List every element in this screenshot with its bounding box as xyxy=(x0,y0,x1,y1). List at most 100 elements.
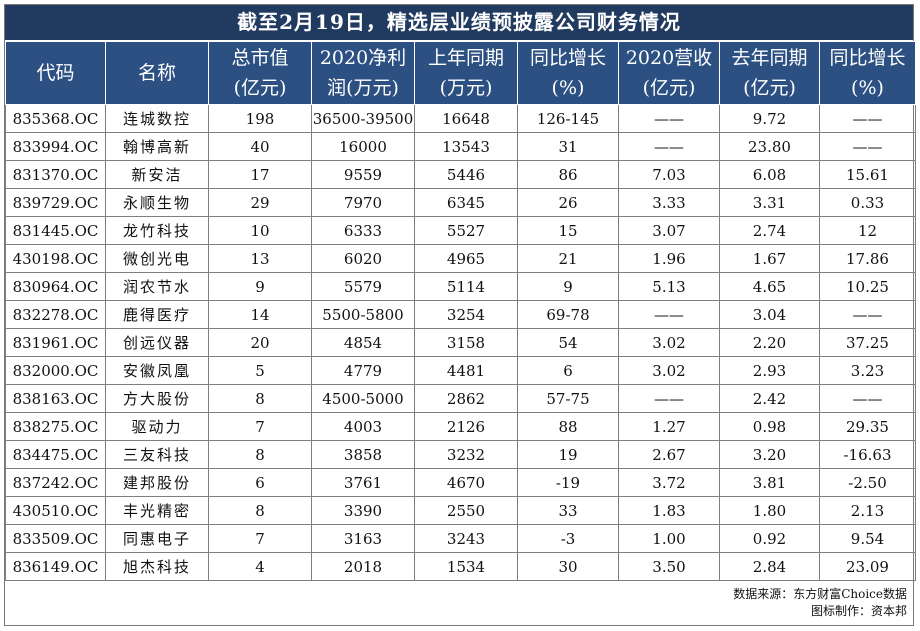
cell-code: 839729.OC xyxy=(5,188,106,217)
cell-net-profit-2020: 16000 xyxy=(311,132,415,161)
cell-market-cap: 14 xyxy=(208,300,312,329)
cell-net-profit-2020: 5500-5800 xyxy=(311,300,415,329)
column-header-line: (亿元) xyxy=(743,77,796,99)
cell-code: 831961.OC xyxy=(5,328,106,357)
cell-net-profit-2020: 5579 xyxy=(311,272,415,301)
cell-net-profit-2020: 36500-39500 xyxy=(311,104,415,133)
cell-revenue-prior-year: 2.20 xyxy=(719,328,820,357)
cell-market-cap: 6 xyxy=(208,468,312,497)
cell-net-profit-2020: 6020 xyxy=(311,244,415,273)
column-header-line: 2020净利 xyxy=(319,47,407,69)
cell-revenue-prior-year: 3.31 xyxy=(719,188,820,217)
cell-revenue-2020: 1.96 xyxy=(618,244,720,273)
table-row: 837242.OC 建邦股份 6 3761 4670 -19 3.72 3.81 -2.50 xyxy=(5,468,916,497)
cell-revenue-growth: -2.50 xyxy=(819,468,916,497)
cell-code: 832000.OC xyxy=(5,356,106,385)
cell-revenue-2020: 3.02 xyxy=(618,356,720,385)
financial-table: 代码 名称 总市值 (亿元) 2020净利 润(万元) 上年同期 (万元) 同比增长 (%) 202… xyxy=(5,41,916,581)
cell-net-profit-2020: 2018 xyxy=(311,552,415,581)
cell-revenue-prior-year: 3.20 xyxy=(719,440,820,469)
column-header-line: (%) xyxy=(851,77,884,99)
cell-net-profit-2020: 3858 xyxy=(311,440,415,469)
column-header-line: (亿元) xyxy=(233,77,287,99)
cell-name: 方大股份 xyxy=(105,384,209,413)
cell-profit-growth: 26 xyxy=(517,188,619,217)
cell-profit-growth: -3 xyxy=(517,524,619,553)
cell-name: 旭杰科技 xyxy=(105,552,209,581)
cell-code: 831445.OC xyxy=(5,216,106,245)
cell-revenue-growth: 17.86 xyxy=(819,244,916,273)
table-card: 截至2月19日，精选层业绩预披露公司财务情况 代码 名称 总市值 (亿元) 2020净利… xyxy=(4,4,916,626)
cell-revenue-growth: —— xyxy=(819,384,916,413)
cell-profit-growth: 69-78 xyxy=(517,300,619,329)
table-title: 截至2月19日，精选层业绩预披露公司财务情况 xyxy=(5,5,913,41)
column-header-code: 代码 xyxy=(5,41,106,105)
cell-market-cap: 20 xyxy=(208,328,312,357)
table-row: 833994.OC 翰博高新 40 16000 13543 31 —— 23.80 —— xyxy=(5,132,916,161)
cell-profit-growth: 88 xyxy=(517,412,619,441)
cell-code: 838163.OC xyxy=(5,384,106,413)
cell-net-profit-2020: 3761 xyxy=(311,468,415,497)
table-row: 838163.OC 方大股份 8 4500-5000 2862 57-75 —— 2.42 —— xyxy=(5,384,916,413)
cell-net-profit-2020: 4003 xyxy=(311,412,415,441)
cell-revenue-growth: —— xyxy=(819,132,916,161)
column-header-line: 代码 xyxy=(36,62,75,84)
cell-revenue-growth: 15.61 xyxy=(819,160,916,189)
cell-profit-growth: 54 xyxy=(517,328,619,357)
column-header-line: 同比增长 xyxy=(529,47,606,69)
header-row: 代码 名称 总市值 (亿元) 2020净利 润(万元) 上年同期 (万元) 同比增长 (%) 202… xyxy=(5,41,916,105)
cell-profit-prior-year: 2126 xyxy=(414,412,518,441)
cell-code: 430510.OC xyxy=(5,496,106,525)
cell-profit-prior-year: 1534 xyxy=(414,552,518,581)
cell-profit-prior-year: 3254 xyxy=(414,300,518,329)
cell-revenue-prior-year: 0.98 xyxy=(719,412,820,441)
cell-revenue-2020: —— xyxy=(618,384,720,413)
cell-profit-growth: 30 xyxy=(517,552,619,581)
cell-name: 丰光精密 xyxy=(105,496,209,525)
cell-revenue-2020: —— xyxy=(618,300,720,329)
table-row: 430198.OC 微创光电 13 6020 4965 21 1.96 1.67 17.86 xyxy=(5,244,916,273)
table-body: 835368.OC 连城数控 198 36500-39500 16648 126-145—… xyxy=(5,104,916,581)
cell-revenue-prior-year: 4.65 xyxy=(719,272,820,301)
cell-revenue-2020: 1.27 xyxy=(618,412,720,441)
cell-market-cap: 7 xyxy=(208,412,312,441)
cell-revenue-prior-year: 3.04 xyxy=(719,300,820,329)
column-header-line: 润(万元) xyxy=(327,77,399,99)
cell-revenue-prior-year: 0.92 xyxy=(719,524,820,553)
cell-revenue-2020: 3.02 xyxy=(618,328,720,357)
table-row: 831961.OC 创远仪器 20 4854 3158 54 3.02 2.20 37.25 xyxy=(5,328,916,357)
cell-revenue-2020: 1.83 xyxy=(618,496,720,525)
cell-net-profit-2020: 6333 xyxy=(311,216,415,245)
cell-profit-growth: 126-145 xyxy=(517,104,619,133)
author-line: 图标制作：资本邦 xyxy=(810,604,907,618)
cell-market-cap: 29 xyxy=(208,188,312,217)
cell-revenue-growth: 2.13 xyxy=(819,496,916,525)
cell-revenue-growth: 9.54 xyxy=(819,524,916,553)
cell-code: 831370.OC xyxy=(5,160,106,189)
cell-name: 建邦股份 xyxy=(105,468,209,497)
cell-revenue-2020: 5.13 xyxy=(618,272,720,301)
cell-revenue-prior-year: 6.08 xyxy=(719,160,820,189)
column-header-name: 名称 xyxy=(105,41,209,105)
cell-code: 430198.OC xyxy=(5,244,106,273)
cell-name: 翰博高新 xyxy=(105,132,209,161)
cell-profit-prior-year: 2862 xyxy=(414,384,518,413)
cell-profit-prior-year: 3158 xyxy=(414,328,518,357)
cell-revenue-2020: —— xyxy=(618,104,720,133)
cell-revenue-growth: 37.25 xyxy=(819,328,916,357)
cell-market-cap: 7 xyxy=(208,524,312,553)
cell-code: 834475.OC xyxy=(5,440,106,469)
table-row: 831370.OC 新安洁 17 9559 5446 86 7.03 6.08 15.61 xyxy=(5,160,916,189)
cell-revenue-2020: 3.50 xyxy=(618,552,720,581)
cell-market-cap: 8 xyxy=(208,384,312,413)
cell-profit-growth: 57-75 xyxy=(517,384,619,413)
cell-net-profit-2020: 9559 xyxy=(311,160,415,189)
cell-name: 龙竹科技 xyxy=(105,216,209,245)
table-row: 830964.OC 润农节水 9 5579 5114 9 5.13 4.65 10.25 xyxy=(5,272,916,301)
cell-profit-prior-year: 6345 xyxy=(414,188,518,217)
cell-code: 836149.OC xyxy=(5,552,106,581)
column-header-line: (%) xyxy=(551,77,585,99)
cell-revenue-prior-year: 1.80 xyxy=(719,496,820,525)
cell-market-cap: 13 xyxy=(208,244,312,273)
cell-revenue-prior-year: 3.81 xyxy=(719,468,820,497)
